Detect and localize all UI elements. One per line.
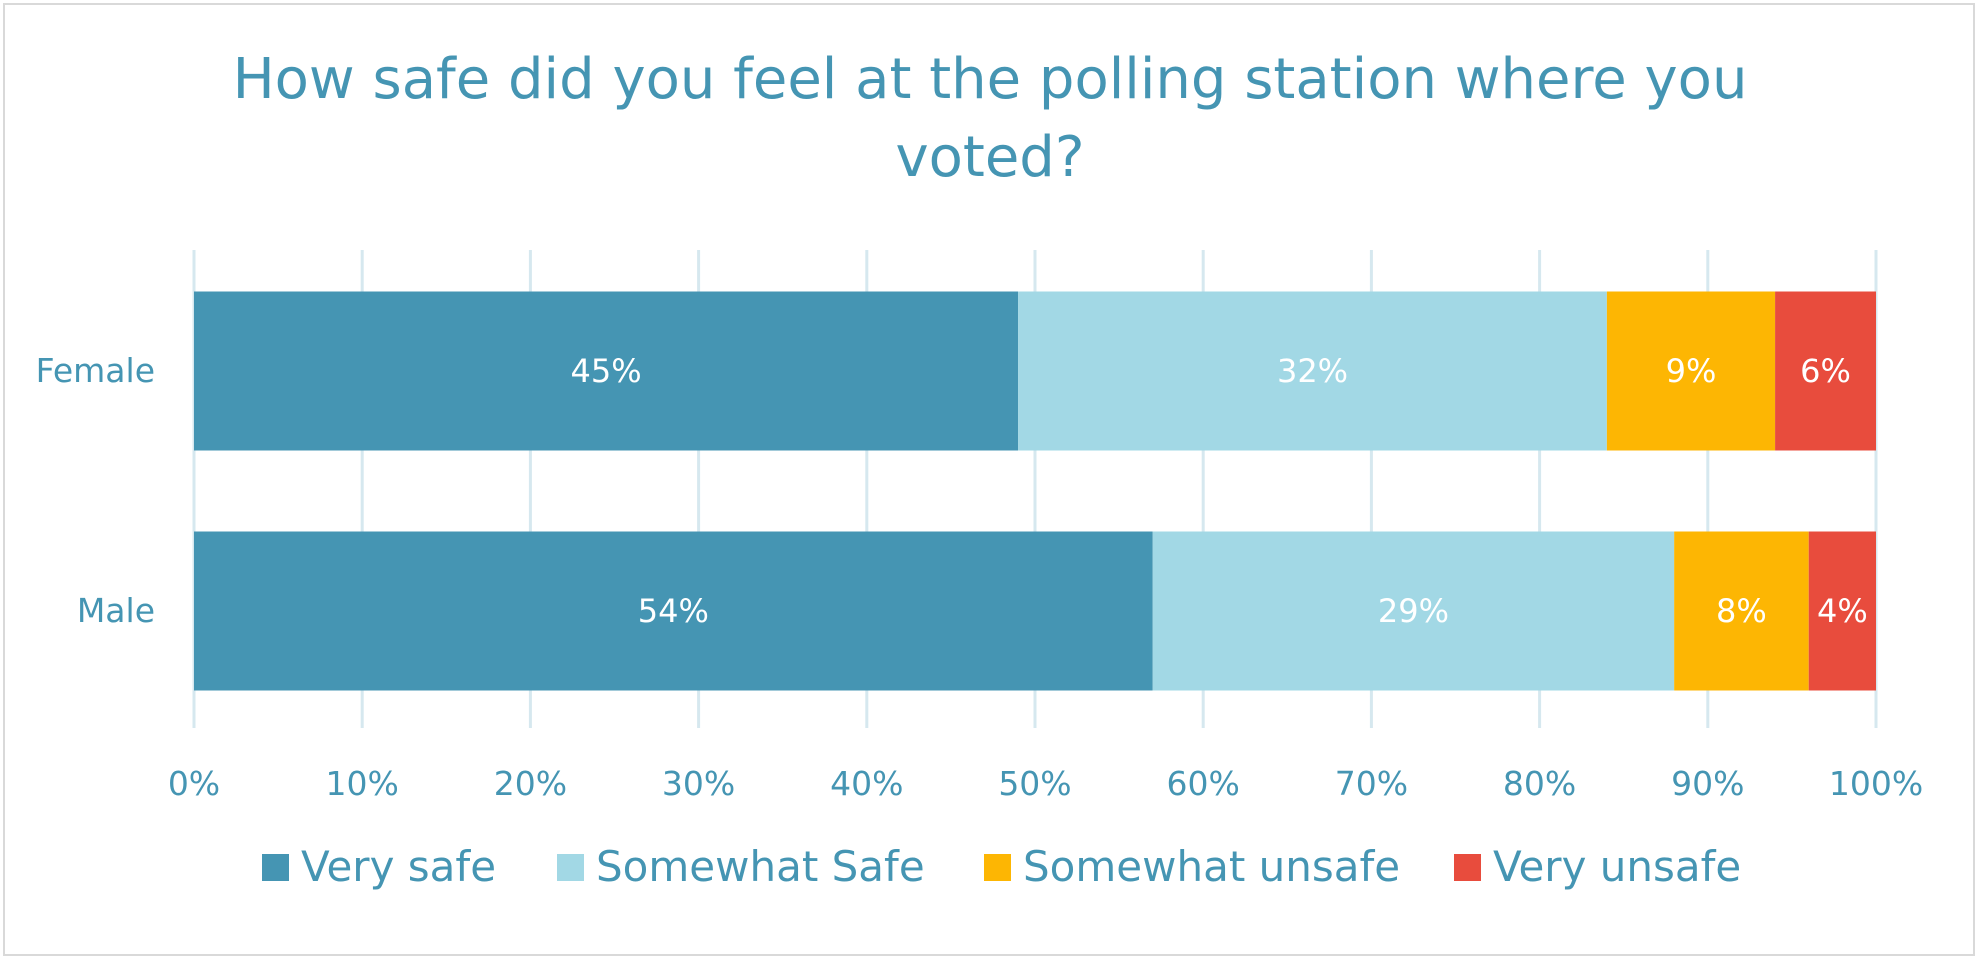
x-tick-label: 40% [830,764,903,803]
legend-label: Somewhat Safe [596,842,925,891]
data-label: 54% [638,592,709,630]
bar-female-very-safe [194,291,1019,451]
x-tick-label: 20% [494,764,567,803]
bar-female-somewhat-safe [1018,291,1607,451]
data-label: 6% [1800,352,1851,390]
chart-title: How safe did you feel at the polling sta… [233,47,1748,190]
data-label: 29% [1378,592,1449,630]
x-tick-label: 80% [1503,764,1576,803]
chart-frame [3,3,1975,956]
legend-swatch [1454,854,1481,881]
bar-male-somewhat-safe [1152,531,1675,691]
x-tick-label: 70% [1335,764,1408,803]
x-tick-label: 0% [168,764,220,803]
data-label: 45% [571,352,642,390]
bar-female-very-unsafe [1775,291,1876,451]
bar-male-very-unsafe [1808,531,1876,691]
data-label: 8% [1716,592,1767,630]
x-tick-label: 30% [662,764,735,803]
legend-label: Somewhat unsafe [1023,842,1400,891]
x-tick-label: 50% [998,764,1071,803]
x-tick-label: 100% [1829,764,1923,803]
data-label: 4% [1817,592,1868,630]
x-tick-label: 60% [1167,764,1240,803]
legend-label: Very unsafe [1493,842,1741,891]
category-labels: Female Male [36,351,155,630]
x-axis-ticks: 0% 10% 20% 30% 40% 50% 60% 70% 80% 90% 100% [168,764,1923,803]
legend-swatch [984,854,1011,881]
category-label: Male [77,591,155,630]
chart-title-line: voted? [895,125,1084,190]
x-tick-label: 90% [1671,764,1744,803]
legend: Very safe Somewhat Safe Somewhat unsafe Ver… [262,842,1741,891]
legend-swatch [557,854,584,881]
legend-swatch [262,854,289,881]
data-label: 32% [1277,352,1348,390]
bars [194,291,1876,691]
data-label: 9% [1666,352,1717,390]
bar-female-somewhat-unsafe [1606,291,1776,451]
data-labels: 45% 32% 9% 6% 54% 29% 8% 4% [571,352,1868,630]
bar-male-very-safe [194,531,1153,691]
bar-male-somewhat-unsafe [1674,531,1809,691]
x-tick-label: 10% [326,764,399,803]
legend-label: Very safe [301,842,496,891]
category-label: Female [36,351,155,390]
chart-title-line: How safe did you feel at the polling sta… [233,47,1748,112]
